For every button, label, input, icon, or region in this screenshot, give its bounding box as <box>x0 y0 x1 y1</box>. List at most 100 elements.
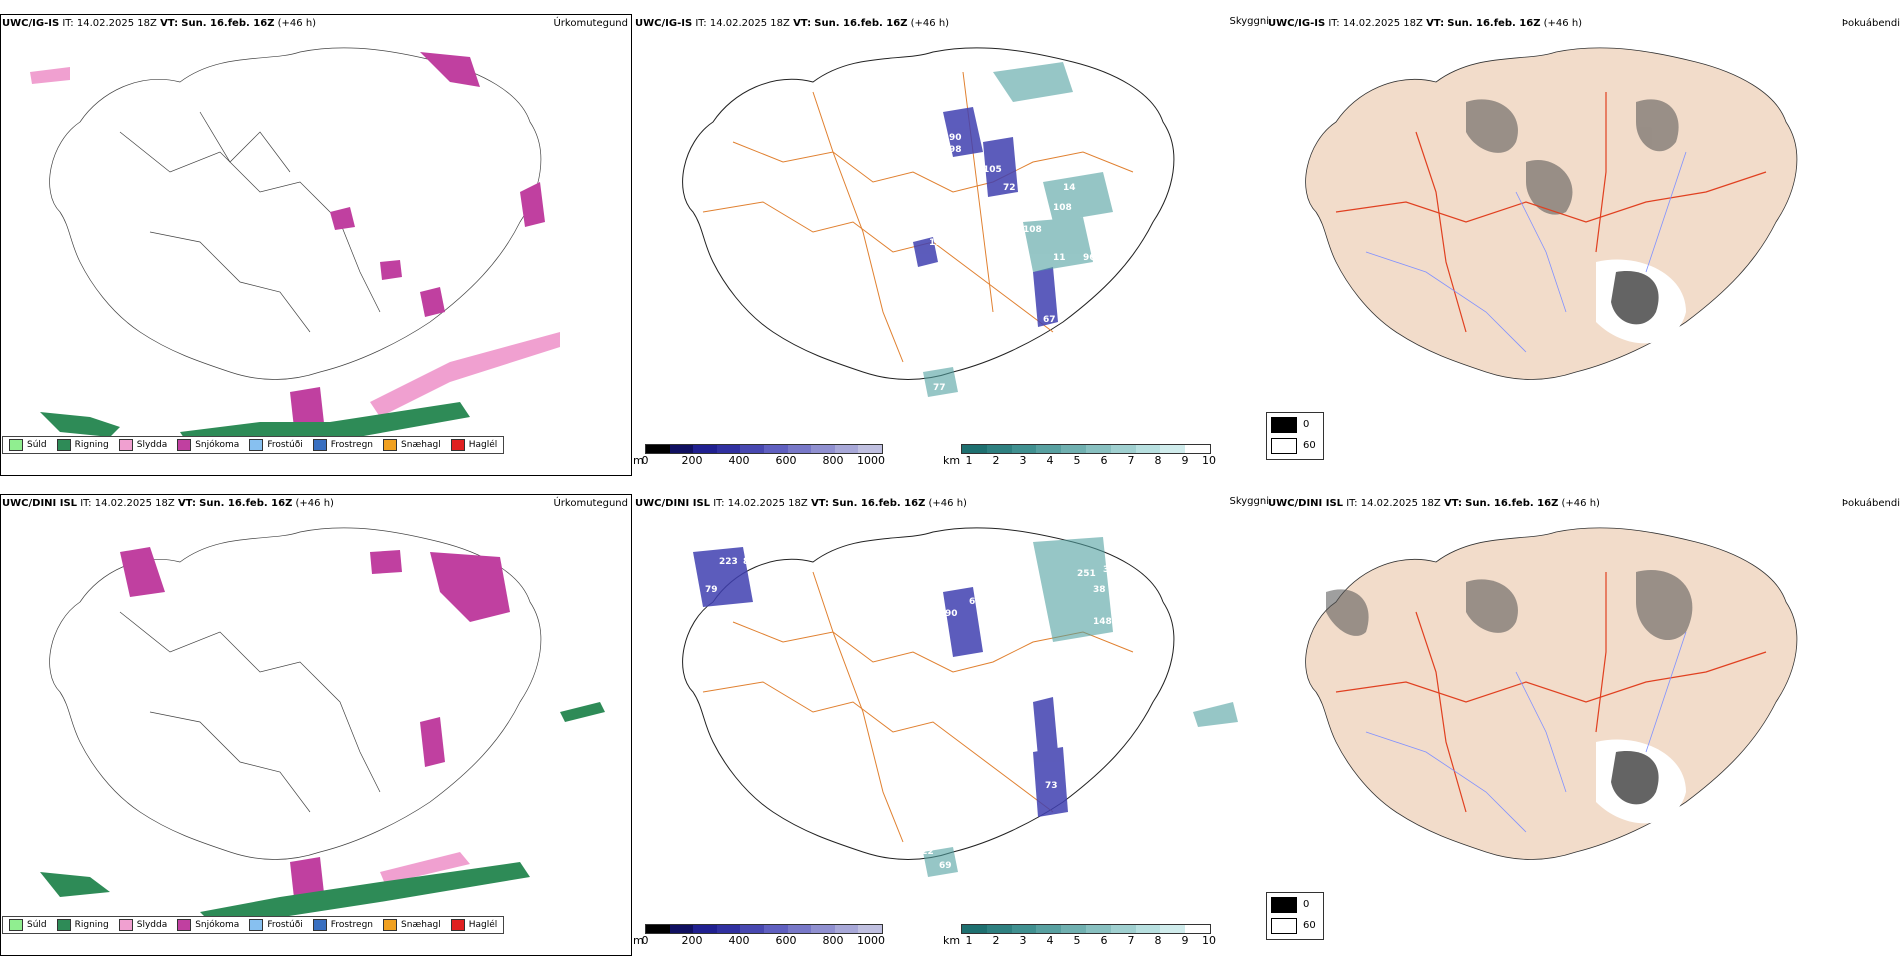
cloud-label: 11 <box>1053 253 1066 263</box>
cloud-label: 283 <box>1063 135 1082 145</box>
row2-fog-header: UWC/DINI ISL IT: 14.02.2025 18Z VT: Sun.… <box>1268 498 1600 509</box>
height-tick: 1000 <box>857 934 885 947</box>
row2-cloud-map: 223 82 79 20 28 90 69 251 333 38 148 139… <box>682 527 1238 877</box>
vis-tick: 2 <box>992 934 1000 947</box>
legend-item-rigning: Rigning <box>56 919 109 931</box>
row2-fog-map <box>1305 527 1798 860</box>
cloud-label: 81 <box>1061 641 1074 651</box>
vis-tick: 1 <box>965 934 973 947</box>
vis-tick: 2 <box>992 454 1000 467</box>
row2-fog-title: Þokuábendi <box>1841 498 1900 509</box>
height-tick: 600 <box>775 934 797 947</box>
cloud-label: 108 <box>1023 225 1042 235</box>
cloud-label: 175 <box>1127 633 1146 643</box>
row1-precip-map <box>30 47 560 452</box>
vis-unit: km <box>943 454 961 467</box>
height-unit: m <box>633 454 644 467</box>
height-tick: 1000 <box>857 454 885 467</box>
cloud-label: 122 <box>1053 165 1072 175</box>
height-tick: 600 <box>775 454 797 467</box>
cloud-label: 8 <box>913 369 919 379</box>
cloud-label: 90 <box>949 133 962 143</box>
row2-cloud-title: Skyggni <box>1229 496 1269 507</box>
row1-cloud-panel: UWC/IG-IS IT: 14.02.2025 18Z VT: Sun. 16… <box>633 14 1269 476</box>
row1-vis-colorbar: km 1 2 3 4 5 6 7 8 9 10 <box>943 440 1216 474</box>
height-tick: 0 <box>641 454 649 467</box>
cloud-label: 38 <box>1093 585 1106 595</box>
cloud-label: 69 <box>939 861 952 871</box>
row2-precip-legend: Súld Rigning Slydda Snjókoma Frostúði Fr… <box>2 916 505 934</box>
legend-item-snaehagl: Snæhagl <box>383 919 441 931</box>
legend-item-snjokoma: Snjókoma <box>177 439 239 451</box>
height-tick: 200 <box>681 454 703 467</box>
cloud-label: 18 <box>1113 185 1126 195</box>
cloud-label: 95 <box>1053 675 1066 685</box>
legend-item-snaehagl: Snæhagl <box>383 439 441 451</box>
cloud-label: 108 <box>1053 203 1072 213</box>
cloud-label: 96 <box>1083 253 1096 263</box>
cloud-label: 122 <box>915 847 934 857</box>
legend-item-haglel: Haglél <box>450 919 497 931</box>
cloud-label: 333 <box>1103 565 1122 575</box>
row1-cloud-header: UWC/IG-IS IT: 14.02.2025 18Z VT: Sun. 16… <box>635 18 950 29</box>
legend-item-frostregn: Frostregn <box>312 919 373 931</box>
row2-precip-title: Úrkomutegund <box>553 498 628 509</box>
vis-tick: 5 <box>1073 934 1081 947</box>
vis-tick: 6 <box>1100 454 1108 467</box>
vis-tick: 4 <box>1046 934 1054 947</box>
cloud-label: 10 <box>963 693 976 703</box>
legend-item-frostudi: Frostúði <box>249 919 303 931</box>
cloud-label: 69 <box>969 597 982 607</box>
cloud-label: 78 <box>1151 601 1164 611</box>
cloud-label: 95 <box>1019 695 1032 705</box>
row1-fog-legend: 0 60 <box>1266 412 1324 460</box>
row1-cloud-map: 90 98 105 72 122 283 14 108 108 10 112 4… <box>682 47 1175 397</box>
cloud-label: 98 <box>1073 269 1086 279</box>
cloud-label: 10 <box>933 225 946 235</box>
cloud-label: 73 <box>1045 781 1058 791</box>
legend-item-rigning: Rigning <box>56 439 109 451</box>
cloud-label: 105 <box>983 165 1002 175</box>
row2-height-colorbar: m 0 200 400 600 800 1000 <box>633 920 885 954</box>
vis-tick: 9 <box>1181 934 1189 947</box>
cloud-label: 30 <box>1095 645 1108 655</box>
row1-fog-header: UWC/IG-IS IT: 14.02.2025 18Z VT: Sun. 16… <box>1268 18 1583 29</box>
cloud-label: 148 <box>1093 617 1112 627</box>
cloud-label: 82 <box>743 557 756 567</box>
vis-unit: km <box>943 934 961 947</box>
vis-tick: 8 <box>1154 454 1162 467</box>
vis-tick: 10 <box>1202 934 1216 947</box>
row2-fog-panel: UWC/DINI ISL IT: 14.02.2025 18Z VT: Sun.… <box>1266 494 1900 956</box>
cloud-label: 251 <box>1077 569 1096 579</box>
vis-tick: 6 <box>1100 934 1108 947</box>
height-tick: 400 <box>728 934 750 947</box>
cloud-label: 40 <box>1013 255 1026 265</box>
row1-cloud-title: Skyggni <box>1229 16 1269 27</box>
cloud-label: 67 <box>1063 285 1076 295</box>
height-tick: 800 <box>822 454 844 467</box>
cloud-label: 11 <box>1073 725 1086 735</box>
row2-cloud-header: UWC/DINI ISL IT: 14.02.2025 18Z VT: Sun.… <box>635 498 967 509</box>
row2-cloud-panel: UWC/DINI ISL IT: 14.02.2025 18Z VT: Sun.… <box>633 494 1269 956</box>
cloud-label: 20 <box>773 585 786 595</box>
legend-item-suld: Súld <box>9 919 47 931</box>
cloud-label: 223 <box>719 557 738 567</box>
row1-precip-header: UWC/IG-IS IT: 14.02.2025 18Z VT: Sun. 16… <box>2 18 317 29</box>
vis-tick: 3 <box>1019 454 1027 467</box>
row1-fog-panel: UWC/IG-IS IT: 14.02.2025 18Z VT: Sun. 16… <box>1266 14 1900 476</box>
legend-item-slydda: Slydda <box>118 919 167 931</box>
vis-tick: 3 <box>1019 934 1027 947</box>
cloud-label: 72 <box>1003 183 1016 193</box>
vis-tick: 7 <box>1127 934 1135 947</box>
vis-tick: 1 <box>965 454 973 467</box>
vis-tick: 5 <box>1073 454 1081 467</box>
cloud-label: 14 <box>1063 183 1076 193</box>
row1-height-colorbar: m 0 200 400 600 800 1000 <box>633 440 885 474</box>
height-unit: m <box>633 934 644 947</box>
row2-precip-header: UWC/DINI ISL IT: 14.02.2025 18Z VT: Sun.… <box>2 498 334 509</box>
row2-precip-panel: UWC/DINI ISL IT: 14.02.2025 18Z VT: Sun.… <box>0 494 632 956</box>
legend-item-snjokoma: Snjókoma <box>177 919 239 931</box>
height-tick: 200 <box>681 934 703 947</box>
row1-precip-panel: UWC/IG-IS IT: 14.02.2025 18Z VT: Sun. 16… <box>0 14 632 476</box>
cloud-label: 67 <box>1043 315 1056 325</box>
